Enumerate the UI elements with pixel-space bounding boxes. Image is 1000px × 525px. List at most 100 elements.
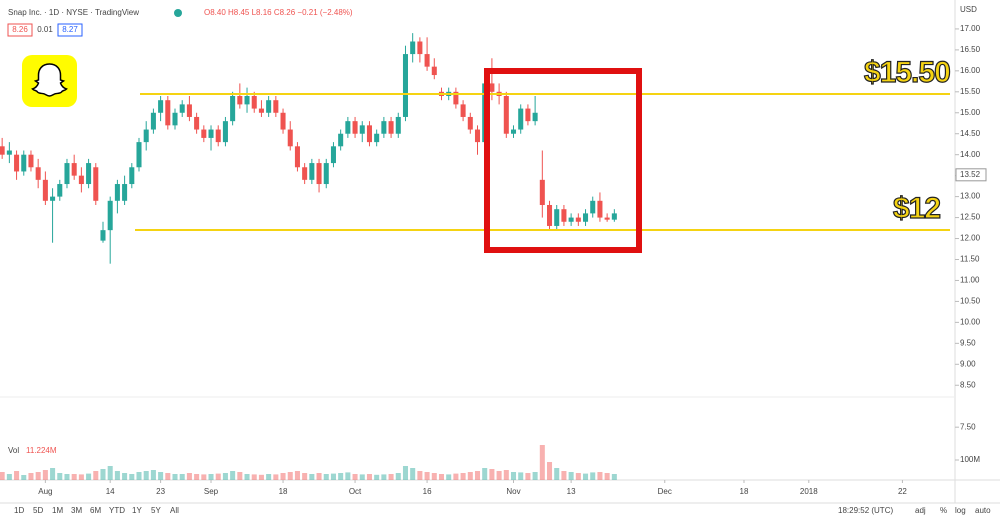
volume-bar <box>309 474 315 480</box>
range-button[interactable]: All <box>170 506 179 515</box>
volume-bar <box>410 468 416 480</box>
ask-box <box>57 23 83 37</box>
volume-bar <box>583 473 589 480</box>
y-tick-label: 13.00 <box>960 192 981 201</box>
y-tick-label: 10.50 <box>960 297 981 306</box>
candle-body <box>251 96 257 109</box>
volume-bar <box>302 473 308 480</box>
symbol: Snap Inc. · 1D · NYSE · TradingView <box>8 8 139 17</box>
volume-bar <box>467 472 473 480</box>
candle-body <box>258 108 264 113</box>
volume-bar <box>244 474 250 480</box>
range-button[interactable]: 3M <box>71 506 82 515</box>
chart-option[interactable]: auto <box>975 506 991 515</box>
volume-bar <box>525 473 531 480</box>
volume-bar <box>150 470 156 480</box>
range-button[interactable]: 6M <box>90 506 101 515</box>
range-button[interactable]: 1Y <box>132 506 142 515</box>
candle-body <box>518 108 524 130</box>
candle-body <box>489 83 495 92</box>
volume-value: 11.224M <box>26 446 57 455</box>
candle-body <box>215 129 221 143</box>
candle-body <box>244 96 250 105</box>
volume-bar <box>251 474 257 480</box>
volume-bar <box>482 468 488 480</box>
y-tick-label: 9.50 <box>960 338 976 347</box>
x-tick-label: 16 <box>423 487 432 496</box>
candle-body <box>590 200 596 214</box>
volume-bar <box>93 471 99 480</box>
volume-bar <box>503 470 509 480</box>
candle-body <box>460 104 466 117</box>
volume-bar <box>194 474 200 480</box>
volume <box>0 445 617 480</box>
volume-bar <box>215 473 221 480</box>
candle-body <box>525 108 531 122</box>
candle-body <box>374 133 380 143</box>
candle-body <box>338 133 344 147</box>
candle-body <box>222 121 228 143</box>
volume-bar <box>273 474 279 480</box>
currency: USD <box>960 5 977 14</box>
range-button[interactable]: 5Y <box>151 506 161 515</box>
y-tick-label: 15.00 <box>960 108 981 117</box>
y-tick-label: 11.50 <box>960 255 980 264</box>
spread: 0.01 <box>37 25 53 34</box>
candle-body <box>42 179 48 201</box>
volume-bar <box>561 471 567 480</box>
chart-option[interactable]: % <box>940 506 947 515</box>
volume-bar <box>611 474 617 480</box>
volume-bar <box>424 472 430 480</box>
volume-bar <box>78 474 84 480</box>
candle-body <box>230 96 236 122</box>
volume-bar <box>446 474 452 480</box>
candle-body <box>388 121 394 134</box>
x-tick-label: 23 <box>156 487 165 496</box>
candle-body <box>309 163 315 180</box>
volume-bar <box>359 474 365 480</box>
candle-body <box>107 200 113 231</box>
volume-bar <box>366 474 372 480</box>
range-button[interactable]: 1D <box>14 506 24 515</box>
candle-body <box>172 112 178 126</box>
volume-bar <box>453 473 459 480</box>
candle-body <box>179 104 185 113</box>
volume-bar <box>201 474 207 480</box>
candle-body <box>21 154 27 172</box>
volume-bar <box>266 474 272 480</box>
x-tick-label: Aug <box>38 487 52 496</box>
x-tick-label: Nov <box>506 487 520 496</box>
volume-bar <box>258 474 264 480</box>
range-button[interactable]: YTD <box>109 506 125 515</box>
volume-bar <box>323 474 329 480</box>
y-tick-label: 14.50 <box>960 129 981 138</box>
candle-body <box>35 167 41 180</box>
volume-bar <box>496 471 502 480</box>
candle-body <box>208 129 214 138</box>
volume-bar <box>21 475 27 480</box>
y-tick-label: 14.00 <box>960 150 981 159</box>
volume-bar <box>280 473 286 480</box>
volume-bar <box>143 471 149 480</box>
candle-body <box>431 66 437 76</box>
range-button[interactable]: 5D <box>33 506 43 515</box>
volume-bar <box>122 473 128 480</box>
volume-bar <box>28 473 34 480</box>
volume-bar <box>590 472 596 480</box>
range-button[interactable]: 1M <box>52 506 63 515</box>
volume-bar <box>510 472 517 480</box>
volume-bar <box>6 474 12 480</box>
volume-bar <box>395 473 401 480</box>
candle-body <box>554 209 560 226</box>
candle-body <box>359 125 365 134</box>
volume-bar <box>71 474 77 480</box>
chart-option[interactable]: log <box>955 506 966 515</box>
candle-body <box>0 146 5 155</box>
volume-bar <box>345 472 351 480</box>
chart-option[interactable]: adj <box>915 506 926 515</box>
y-tick-label: 8.50 <box>960 380 976 389</box>
bid: 8.26 <box>12 25 28 34</box>
candle-body <box>129 167 135 185</box>
x-tick-label: Dec <box>658 487 672 496</box>
